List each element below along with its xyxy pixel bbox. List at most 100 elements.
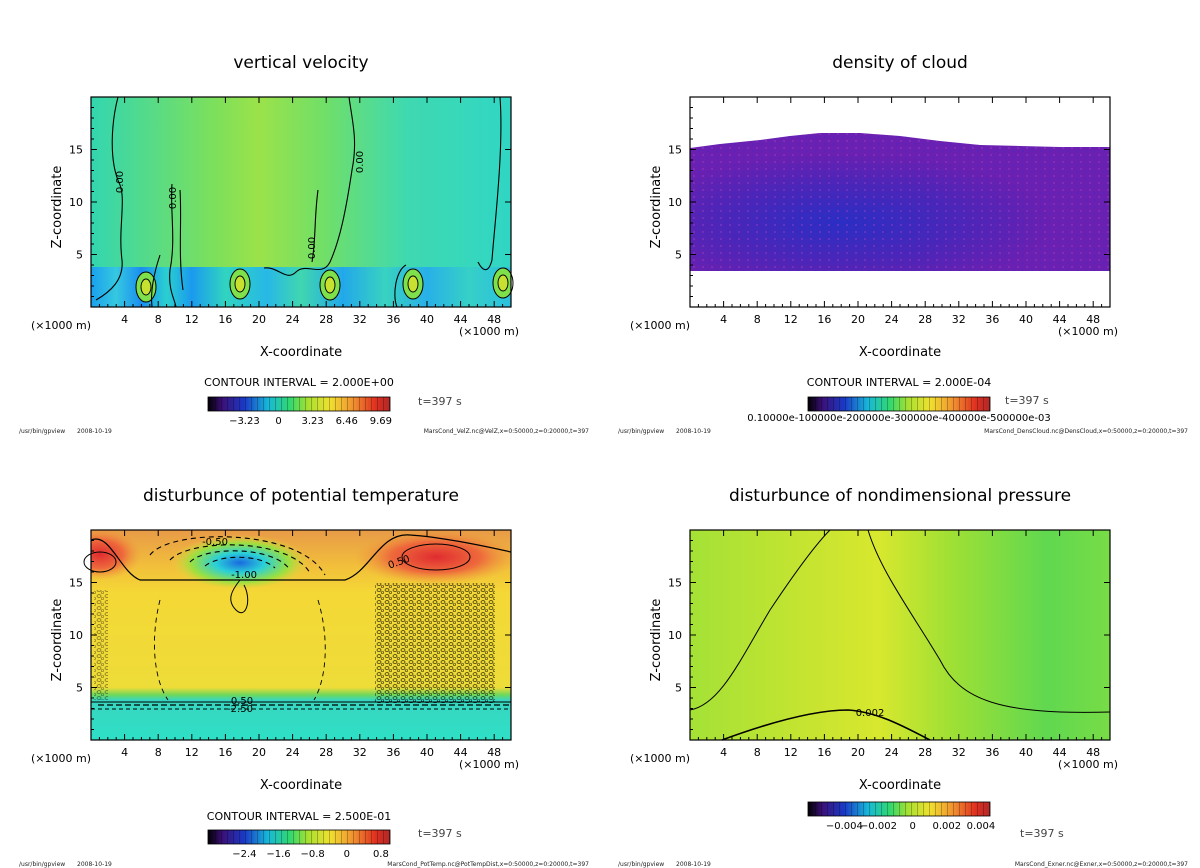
y-tick-label: 15 [668,577,682,590]
footer-app: /usr/bin/gpview [618,861,664,868]
x-tick-label: 12 [784,746,798,759]
contour-label: 0.002 [856,708,885,719]
contour-line [204,556,276,569]
contour-label: 0.00 [168,187,179,209]
x-tick-label: 24 [286,746,300,759]
colorbar-frame [807,396,991,412]
x-tick-label: 44 [1053,313,1067,326]
contour-ring [407,275,419,293]
contour-label: 0.00 [115,171,126,193]
contour-ring [135,271,157,303]
x-tick-label: 16 [817,313,831,326]
x-tick-label: 48 [1086,313,1100,326]
y-tick-label: 15 [69,577,83,590]
time-label: t=397 s [418,827,462,840]
contour-line [95,96,123,301]
x-tick-label: 44 [454,746,468,759]
x-tick-label: 24 [885,746,899,759]
x-axis-label: X-coordinate [260,345,342,360]
velz-field [91,97,511,307]
x-tick-label: 12 [185,746,199,759]
footer-date: 2008-10-19 [77,861,112,868]
contour-line [394,264,407,308]
x-tick-label: 28 [918,313,932,326]
x-tick-label: 36 [985,746,999,759]
x-tick-label: 4 [720,313,727,326]
contour-line [179,189,184,291]
x-tick-label: 12 [784,313,798,326]
x-tick-label: 44 [454,313,468,326]
x-tick-label: 32 [353,746,367,759]
contour-ring [234,275,246,293]
colorbar-stripes [208,397,390,411]
x-tick-label: 40 [1019,313,1033,326]
x-tick-label: 20 [851,313,865,326]
y-axis-label: Z-coordinate [649,166,664,249]
colorbar-frame [807,801,991,817]
contour-line [169,544,311,574]
colorbar-tick-label: −2.4 [232,849,256,860]
contour-interval: CONTOUR INTERVAL = 2.500E-01 [207,810,391,823]
contour-line [311,189,319,263]
y-axis-label: Z-coordinate [50,166,65,249]
x-tick-label: 4 [121,313,128,326]
y-tick-label: 15 [69,144,83,157]
x-tick-label: 16 [817,746,831,759]
x-unit-left: (×1000 m) [630,319,690,332]
x-tick-label: 28 [319,746,333,759]
footer-file: MarsCond_VelZ.nc@VelZ,x=0:50000,z=0:2000… [424,428,589,435]
contour-line [721,709,931,741]
colorbar-frame [207,396,391,412]
colorbar-tick-label: −0.004 [826,821,863,832]
footer-app: /usr/bin/gpview [19,428,65,435]
x-tick-label: 20 [252,746,266,759]
contour-ring [492,267,514,299]
colorbar-tick-label: 9.69 [370,416,392,427]
x-tick-label: 20 [252,313,266,326]
x-tick-label: 28 [319,313,333,326]
contour-ring [402,268,424,300]
x-unit-right: (×1000 m) [1058,758,1118,771]
contour-interval: CONTOUR INTERVAL = 2.000E+00 [204,376,394,389]
contour-line [230,579,249,613]
x-axis-label: X-coordinate [859,345,941,360]
footer-date: 2008-10-19 [676,861,711,868]
contour-line [169,183,177,308]
pottemp-field [91,530,511,740]
colorbar-tick-label: 0 [909,821,915,832]
colorbar-tick-label: 0.002 [932,821,961,832]
contour-label: 0.00 [307,237,318,259]
y-tick-label: 15 [668,144,682,157]
x-axis-label: X-coordinate [859,778,941,793]
colorbar-tick-label: −0.8 [301,849,325,860]
exner-field [690,530,1110,740]
colorbar-stripes [808,397,990,411]
time-label: t=397 s [418,395,462,408]
footer-date: 2008-10-19 [676,428,711,435]
footer-file: MarsCond_Exner.nc@Exner,x=0:50000,z=0:20… [1015,861,1188,868]
colorbar-tick-label: −1.6 [266,849,290,860]
contour-ring [319,269,341,301]
x-tick-label: 8 [155,313,162,326]
colorbar-tick-label: 3.23 [302,416,324,427]
footer-date: 2008-10-19 [77,428,112,435]
footer-app: /usr/bin/gpview [618,428,664,435]
colorbar-tick-label: 0.8 [373,849,389,860]
colorbar-tick-label: 0.004 [967,821,996,832]
x-unit-left: (×1000 m) [630,752,690,765]
denscloud-field [690,133,1110,271]
contour-line [689,529,831,711]
y-tick-label: 5 [76,682,83,695]
y-tick-label: 5 [76,249,83,262]
contour-ring [83,551,117,573]
x-unit-right: (×1000 m) [459,325,519,338]
panel-title: disturbunce of potential temperature [143,486,459,506]
x-tick-label: 4 [720,746,727,759]
x-tick-label: 20 [851,746,865,759]
x-tick-label: 32 [353,313,367,326]
